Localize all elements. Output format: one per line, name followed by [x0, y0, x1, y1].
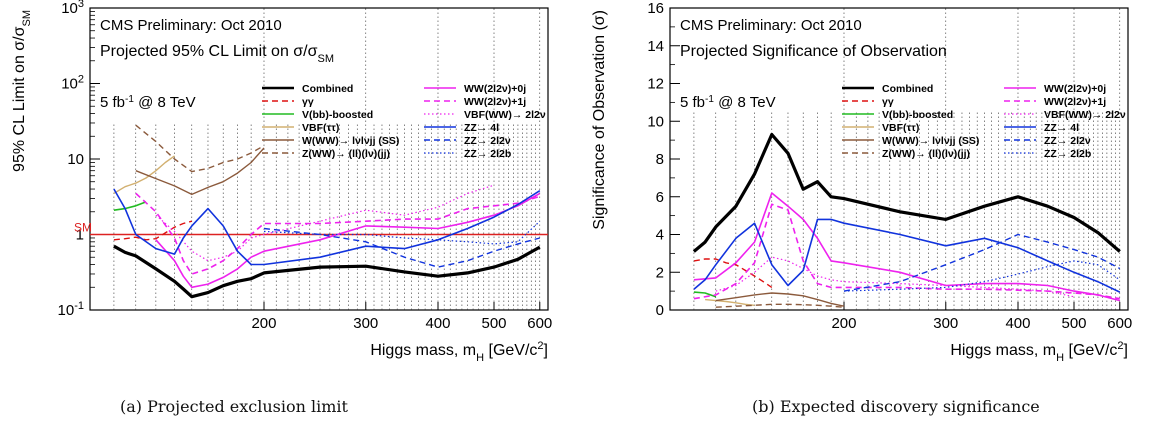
series-line — [693, 258, 773, 288]
legend-label: ZZ→ 4l — [464, 122, 499, 134]
series-line — [113, 244, 541, 299]
legend-label: V(bb)-boosted — [882, 109, 953, 121]
y-tick-label: 10 — [67, 151, 84, 168]
exclusion-limit-chart: 200 300 400 500 600 10-1 1 10 102 103 Higgs mass, … — [0, 0, 560, 380]
chart-header: CMS Preliminary: Oct 2010 — [100, 17, 282, 34]
y-tick-label: 103 — [61, 0, 84, 17]
legend-label: WW(2l2ν)+1j — [464, 96, 526, 108]
legend-label: VBF(WW)→ 2l2ν — [464, 109, 546, 121]
series-group — [113, 124, 541, 299]
legend-label: ZZ→ 2l2b — [464, 148, 511, 160]
series-line — [705, 298, 755, 306]
legend-label: Combined — [302, 83, 353, 95]
x-tick-label: 300 — [353, 315, 378, 332]
series-line — [113, 201, 147, 211]
legend-label: ZZ→ 4l — [1044, 122, 1079, 134]
series-group — [692, 132, 1121, 308]
legend-label: W(WW)→ lνlνjj (SS) — [882, 135, 979, 147]
chart-header: CMS Preliminary: Oct 2010 — [680, 17, 862, 34]
series-line — [693, 291, 717, 298]
y-tick-label: 14 — [647, 38, 664, 55]
series-line — [113, 155, 175, 195]
y-tick-label: 8 — [656, 151, 664, 168]
legend-label: VBF(ττ) — [882, 122, 919, 134]
x-tick-label: 500 — [1061, 315, 1086, 332]
legend-label: WW(2l2ν)+0j — [464, 83, 526, 95]
grid-lines — [693, 8, 1121, 310]
legend-label: γγ — [302, 96, 314, 108]
x-tick-label: 600 — [527, 315, 552, 332]
legend-label: ZZ→ 2l2ν — [464, 135, 511, 147]
legend-label: VBF(WW)→ 2l2ν — [1044, 109, 1126, 121]
legend-label: Combined — [882, 83, 933, 95]
y-tick-label: 2 — [656, 264, 664, 281]
x-tick-label: 600 — [1107, 315, 1132, 332]
y-tick-label: 6 — [656, 189, 664, 206]
legend-label: VBF(ττ) — [302, 122, 339, 134]
legend-label: Z(WW)→ (ll)(lν)(jj) — [882, 148, 970, 160]
y-tick-label: 16 — [647, 0, 664, 17]
lumi-label: 5 fb-1 @ 8 TeV — [680, 94, 776, 112]
caption-a: (a) Projected exclusion limit — [120, 397, 348, 416]
series-line — [693, 218, 1121, 293]
legend-label: Z(WW)→ (ll)(lν)(jj) — [302, 148, 390, 160]
x-tick-label: 300 — [933, 315, 958, 332]
x-tick-label: 400 — [1005, 315, 1030, 332]
x-tick-label: 500 — [481, 315, 506, 332]
legend-label: ZZ→ 2l2ν — [1044, 135, 1091, 147]
x-tick-label: 200 — [831, 315, 856, 332]
caption-b: (b) Expected discovery significance — [752, 397, 1040, 416]
series-line — [692, 132, 1121, 253]
legend-label: γγ — [882, 96, 894, 108]
y-axis-label: 95% CL Limit on σ/σSM — [11, 10, 33, 172]
series-line — [843, 260, 1121, 292]
legend-label: WW(2l2ν)+1j — [1044, 96, 1106, 108]
series-line — [113, 188, 541, 266]
y-tick-label: 102 — [61, 74, 84, 93]
legend-label: V(bb)-boosted — [302, 109, 373, 121]
y-tick-label: 0 — [656, 302, 664, 319]
chart-title: Projected Significance of Observation — [680, 43, 947, 60]
legend-label: WW(2l2ν)+0j — [1044, 83, 1106, 95]
y-tick-label: 1 — [76, 227, 84, 244]
sm-label: SM — [74, 221, 92, 235]
series-line — [155, 192, 541, 289]
series-line — [693, 192, 1121, 302]
legend-label: ZZ→ 2l2b — [1044, 148, 1091, 160]
y-tick-label: 10-1 — [58, 300, 84, 319]
series-line — [715, 292, 845, 307]
y-tick-label: 10 — [647, 113, 664, 130]
series-line — [135, 147, 265, 196]
series-line — [693, 203, 1120, 300]
x-tick-label: 200 — [251, 315, 276, 332]
series-line — [135, 124, 265, 173]
series-line — [113, 220, 192, 241]
chart-title: Projected 95% CL Limit on σ/σSM — [100, 43, 334, 65]
y-axis-label: Significance of Observation (σ) — [591, 10, 608, 230]
lumi-label: 5 fb-1 @ 8 TeV — [100, 94, 196, 112]
exclusion-limit-plot: 200 300 400 500 600 10-1 1 10 102 103 Higgs mass, … — [11, 0, 552, 364]
y-tick-label: 4 — [656, 227, 664, 244]
series-line — [263, 227, 540, 268]
x-axis-label: Higgs mass, mH [GeV/c2] — [370, 340, 548, 364]
legend-label: W(WW)→ lνlνjj (SS) — [302, 135, 399, 147]
y-tick-label: 12 — [647, 76, 664, 93]
x-tick-label: 400 — [425, 315, 450, 332]
discovery-significance-chart: 200 300 400 500 600 0 2 4 6 8 10 12 14 16 Higgs mass, … — [580, 0, 1140, 380]
series-line — [843, 233, 1121, 292]
x-axis-label: Higgs mass, mH [GeV/c2] — [950, 340, 1128, 364]
series-line — [135, 192, 541, 275]
series-line — [715, 303, 845, 308]
discovery-significance-plot: 200 300 400 500 600 0 2 4 6 8 10 12 14 16 Higgs mass, … — [591, 0, 1132, 364]
